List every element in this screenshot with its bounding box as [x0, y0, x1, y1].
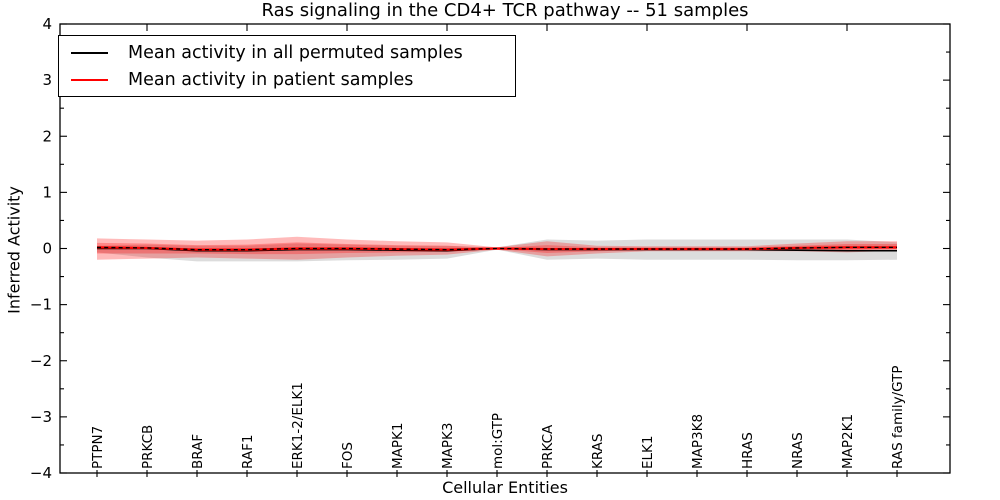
y-tick-label: 4 — [42, 15, 52, 33]
permuted-samples-range-band — [97, 239, 897, 262]
x-category-label: ELK1 — [640, 436, 656, 470]
legend-item-label: Mean activity in patient samples — [128, 69, 414, 90]
x-category-label: MAPK3 — [440, 423, 456, 469]
y-tick-label: −1 — [30, 296, 52, 314]
x-axis-label: Cellular Entities — [442, 478, 568, 497]
x-category-label: BRAF — [190, 434, 206, 469]
series-dash-overlay — [96, 246, 897, 251]
chart-title: Ras signaling in the CD4+ TCR pathway --… — [261, 0, 749, 21]
y-tick-label: −4 — [30, 464, 52, 482]
y-tick-label: −3 — [30, 408, 52, 426]
y-tick-label: 2 — [42, 127, 52, 145]
y-tick-label: −2 — [30, 352, 52, 370]
x-category-label: PRKCB — [140, 425, 156, 469]
x-category-label: HRAS — [740, 432, 756, 469]
permuted-line-swatch — [71, 51, 108, 54]
x-category-label: RAS family/GTP — [890, 365, 906, 469]
patient-line-swatch — [71, 78, 108, 81]
x-category-label: RAF1 — [240, 435, 256, 469]
x-category-label: NRAS — [790, 432, 806, 469]
x-category-label: PTPN7 — [90, 426, 106, 469]
x-category-label: FOS — [340, 442, 356, 469]
x-category-label: ERK1-2/ELK1 — [290, 382, 306, 469]
x-category-label: KRAS — [590, 434, 606, 470]
legend-item-patient: Mean activity in patient samples — [71, 70, 501, 90]
x-category-label: MAP3K8 — [690, 414, 706, 469]
legend-box: Mean activity in all permuted samples Me… — [58, 35, 516, 97]
x-category-label: PRKCA — [540, 424, 556, 469]
y-tick-label: 0 — [42, 240, 52, 258]
y-tick-label: 3 — [42, 71, 52, 89]
x-category-label: mol:GTP — [490, 413, 506, 469]
x-category-label: MAPK1 — [390, 423, 406, 469]
x-category-label: MAP2K1 — [840, 414, 856, 469]
legend-item-label: Mean activity in all permuted samples — [128, 42, 463, 63]
y-tick-label: 1 — [42, 183, 52, 201]
y-axis-label: Inferred Activity — [4, 186, 24, 314]
legend-item-permuted: Mean activity in all permuted samples — [71, 43, 501, 63]
